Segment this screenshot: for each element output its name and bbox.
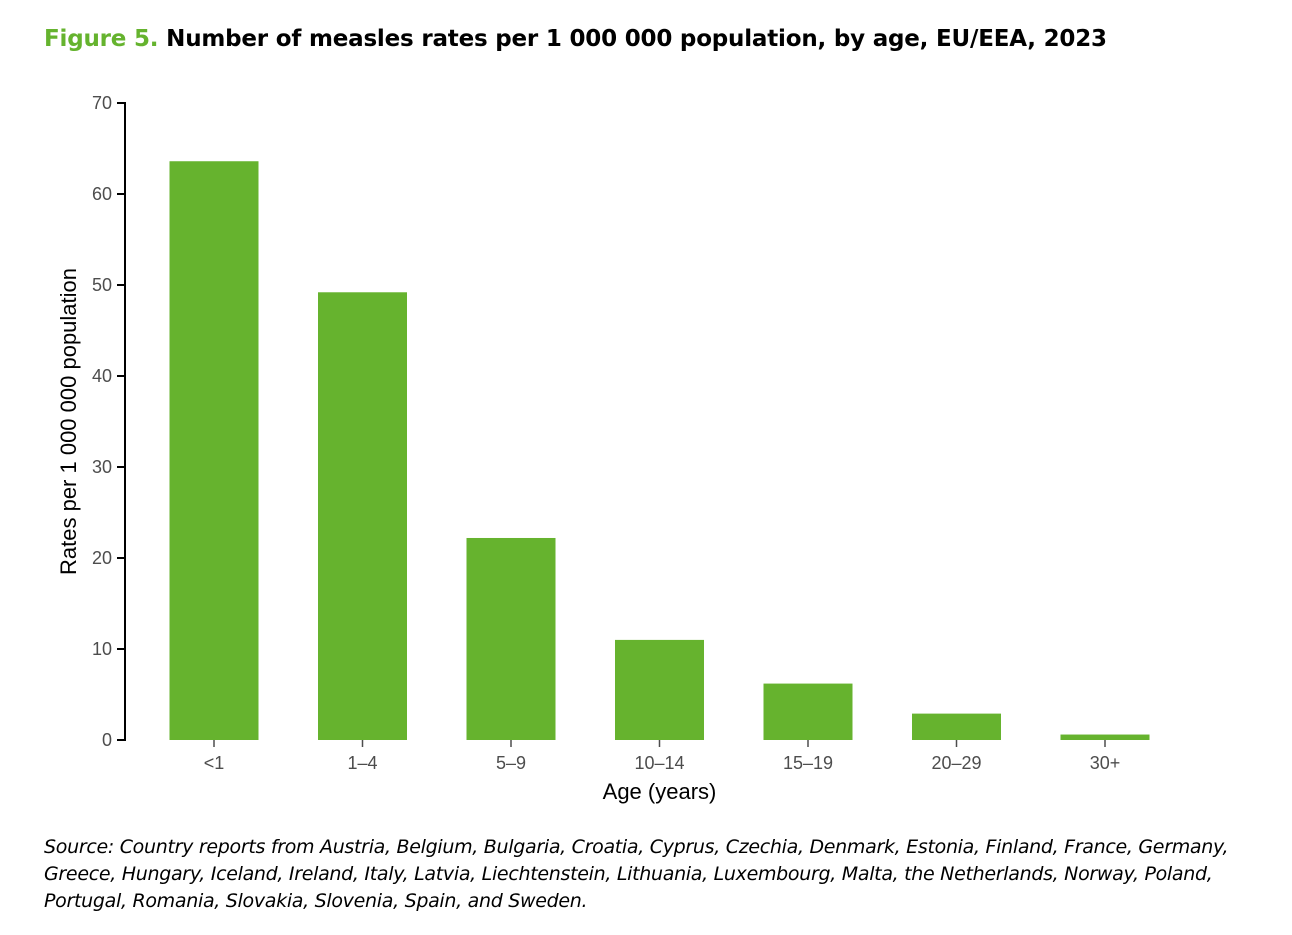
x-tick-label: 10–14 [634,753,684,773]
figure-label: Figure 5. [44,26,159,52]
x-tick-label: 20–29 [931,753,981,773]
x-axis-ticks: <1 1–4 5–9 10–14 15–19 20–29 30+ [204,740,1121,773]
y-axis-title: Rates per 1 000 000 population [56,268,81,575]
bar-5 [912,713,1001,740]
y-tick-label: 40 [92,366,112,386]
y-tick-label: 70 [92,93,112,113]
x-tick-label: 1–4 [347,753,377,773]
bar-2 [466,537,556,740]
y-tick-label: 10 [92,639,112,659]
y-tick-label: 30 [92,457,112,477]
bars-group [169,161,1150,741]
y-tick-label: 20 [92,548,112,568]
x-tick-label: 30+ [1090,753,1121,773]
y-tick-label: 60 [92,184,112,204]
x-tick-label: <1 [204,753,225,773]
figure-title: Figure 5. Number of measles rates per 1 … [44,26,1107,52]
bar-chart: 0 10 20 30 40 50 60 70 <1 1–4 5–9 10–14 15–19 20–29 3… [56,93,1150,804]
bar-6 [1060,734,1150,740]
bar-4 [763,683,853,740]
y-axis-ticks: 0 10 20 30 40 50 60 70 [92,93,125,750]
source-note: Source: Country reports from Austria, Be… [44,836,1229,912]
y-tick-label: 0 [102,730,112,750]
figure-title-text: Number of measles rates per 1 000 000 po… [166,26,1107,52]
x-tick-label: 5–9 [496,753,526,773]
bar-1 [318,292,407,740]
bar-0 [169,161,259,741]
x-axis-title: Age (years) [603,779,717,804]
y-tick-label: 50 [92,275,112,295]
bar-3 [615,639,704,740]
x-tick-label: 15–19 [783,753,833,773]
